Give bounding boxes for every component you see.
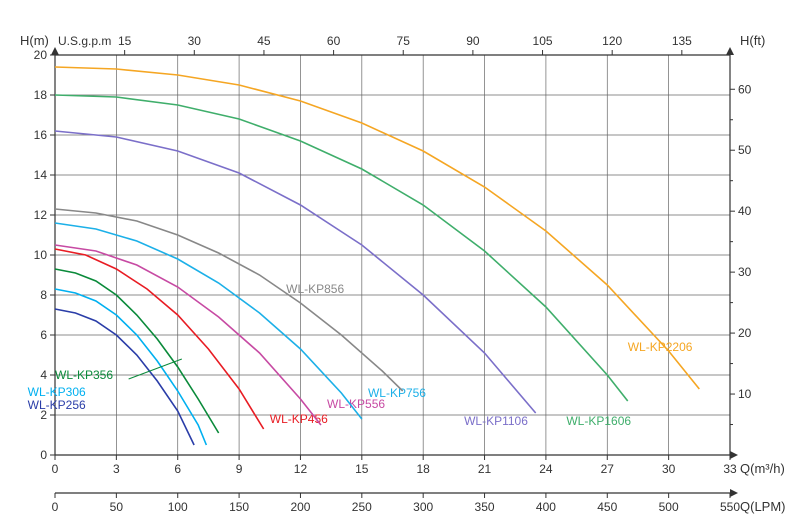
x-lpm-label: Q(LPM) [740,499,786,514]
pump-curve-chart: WL-KP256WL-KP306WL-KP356WL-KP456WL-KP556… [0,0,800,518]
x-lpm-tick: 200 [290,500,310,514]
x-lpm-tick: 400 [536,500,556,514]
y-tick: 12 [34,208,48,222]
x-lpm-tick: 100 [168,500,188,514]
series-label-WL-KP256: WL-KP256 [28,398,86,412]
x-gpm-tick: 90 [466,34,480,48]
x-gpm-tick: 135 [672,34,692,48]
series-label-WL-KP1106: WL-KP1106 [464,414,528,428]
y-ft-tick: 60 [738,82,752,96]
y-tick: 6 [40,328,47,342]
x-gpm-tick: 60 [327,34,341,48]
x-tick: 33 [723,462,737,476]
x-gpm-tick: 15 [118,34,132,48]
y-ft-tick: 10 [738,387,752,401]
x-gpm-tick: 30 [188,34,202,48]
x-gpm-tick: 45 [257,34,271,48]
y-ft-tick: 30 [738,265,752,279]
x-lpm-tick: 500 [659,500,679,514]
x-tick: 9 [236,462,243,476]
x-tick: 3 [113,462,120,476]
series-label-WL-KP356: WL-KP356 [55,368,113,382]
y-ft-tick: 50 [738,143,752,157]
y-tick: 14 [34,168,48,182]
y-tick: 2 [40,408,47,422]
x-lpm-tick: 150 [229,500,249,514]
y-tick: 0 [40,448,47,462]
y-tick: 20 [34,48,48,62]
y-tick: 18 [34,88,48,102]
x-tick: 18 [417,462,431,476]
series-label-WL-KP1606: WL-KP1606 [566,414,631,428]
x-lpm-tick: 0 [52,500,59,514]
x-tick: 6 [174,462,181,476]
series-label-WL-KP856: WL-KP856 [286,282,344,296]
y-ft-tick: 20 [738,326,752,340]
x-lpm-tick: 300 [413,500,433,514]
x-tick: 15 [355,462,369,476]
series-label-WL-KP306: WL-KP306 [28,385,86,399]
x-tick: 30 [662,462,676,476]
x-primary-label: Q(m³/h) [740,461,785,476]
series-label-WL-KP2206: WL-KP2206 [628,340,693,354]
y-primary-label: H(m) [20,33,49,48]
x-gpm-tick: 105 [533,34,553,48]
x-tick: 27 [601,462,615,476]
y-tick: 16 [34,128,48,142]
x-lpm-tick: 550 [720,500,740,514]
x-gpm-tick: 120 [602,34,622,48]
x-lpm-tick: 450 [597,500,617,514]
x-lpm-tick: 250 [352,500,372,514]
y-ft-label: H(ft) [740,33,765,48]
x-gpm-label: U.S.g.p.m [58,34,111,48]
x-tick: 21 [478,462,492,476]
x-lpm-tick: 50 [110,500,124,514]
y-tick: 10 [34,248,48,262]
x-tick: 12 [294,462,308,476]
x-tick: 0 [52,462,59,476]
y-tick: 8 [40,288,47,302]
x-gpm-tick: 75 [397,34,411,48]
x-tick: 24 [539,462,553,476]
y-ft-tick: 40 [738,204,752,218]
y-tick: 4 [40,368,47,382]
series-label-WL-KP756: WL-KP756 [368,386,426,400]
x-lpm-tick: 350 [475,500,495,514]
